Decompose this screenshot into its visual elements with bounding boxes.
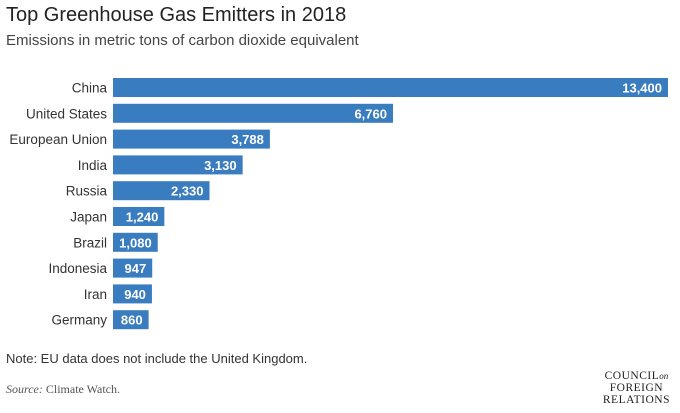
value-label-india: 3,130 [204,158,237,173]
category-label-brazil: Brazil [73,235,107,250]
value-label-germany: 860 [121,313,143,328]
value-label-european-union: 3,788 [231,132,264,147]
bar-european-union [113,129,270,149]
value-label-indonesia: 947 [125,261,147,276]
category-label-iran: Iran [84,287,107,302]
category-label-european-union: European Union [9,132,107,147]
cfr-logo: COUNCILon FOREIGN RELATIONS [603,370,670,406]
value-label-japan: 1,240 [126,210,159,225]
bar-indonesia [113,258,153,278]
value-label-brazil: 1,080 [119,235,152,250]
chart-source: Source: Climate Watch. [6,382,120,397]
bar-japan [113,207,165,226]
category-label-japan: Japan [70,210,107,225]
logo-line2: FOREIGN [609,382,664,394]
chart-note: Note: EU data does not include the Unite… [6,351,308,366]
bar-china [113,78,668,97]
bar-iran [113,284,152,304]
category-label-united-states: United States [26,106,107,121]
category-label-germany: Germany [51,313,107,328]
category-label-india: India [78,158,108,173]
bar-united-states [113,103,393,123]
bar-russia [113,181,210,201]
source-text: Climate Watch. [45,382,121,396]
value-label-united-states: 6,760 [354,106,387,121]
bar-brazil [113,232,158,252]
bar-germany [113,310,149,330]
logo-line3: RELATIONS [602,394,670,406]
logo-on: on [659,371,669,381]
category-label-china: China [72,81,108,96]
chart-title: Top Greenhouse Gas Emitters in 2018 [6,4,347,26]
category-label-russia: Russia [66,184,108,199]
value-label-iran: 940 [124,287,146,302]
value-label-russia: 2,330 [171,184,204,199]
logo-line1: COUNCIL [604,370,660,382]
chart-subtitle: Emissions in metric tons of carbon dioxi… [6,32,359,49]
source-label: Source: [6,382,43,396]
value-label-china: 13,400 [622,81,662,96]
category-label-indonesia: Indonesia [48,261,107,276]
bar-india [113,155,243,175]
bar-chart: China 13,400 United States 6,760 European Un… [9,78,668,330]
